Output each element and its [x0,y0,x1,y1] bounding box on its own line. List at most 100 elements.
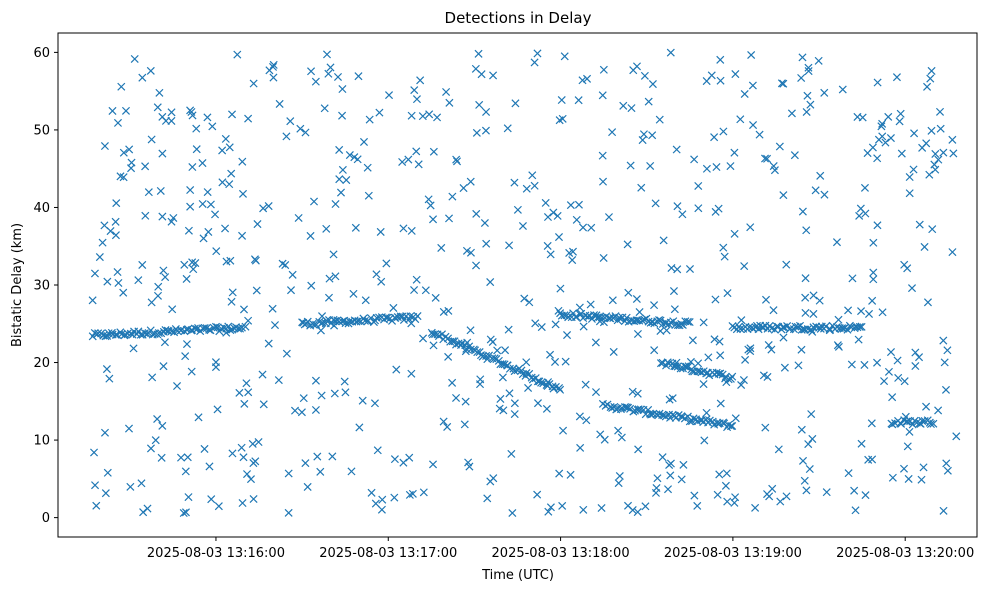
data-point [855,322,864,331]
data-point [125,145,134,154]
data-point [653,474,662,483]
data-point [798,207,807,216]
data-point [638,316,647,325]
data-point [112,199,121,208]
data-point [286,286,296,295]
data-point [335,317,344,326]
data-point [633,329,642,339]
data-point [854,335,863,344]
data-point [318,312,327,321]
data-point [763,154,772,163]
data-point [429,147,438,156]
data-point [127,164,136,173]
data-point [520,294,529,303]
data-point [820,88,829,97]
data-point [543,241,552,250]
data-point [936,124,945,133]
data-point [108,106,117,115]
data-point [711,207,720,216]
data-point [804,67,813,76]
data-point [904,474,913,483]
data-point [557,96,566,105]
data-point [445,98,454,107]
data-point [763,372,772,381]
data-point [259,400,268,409]
data-point [94,329,103,338]
data-point [713,490,722,499]
data-point [608,296,617,305]
data-point [572,312,581,321]
data-point [814,56,823,65]
data-point [544,507,553,516]
data-point [371,499,380,508]
data-point [648,80,657,89]
data-point [925,170,934,179]
data-point [141,211,150,220]
data-point [619,101,628,110]
data-point [147,135,156,144]
data-point [252,286,261,295]
data-point [690,155,699,164]
data-point [886,348,896,357]
data-point [119,148,128,157]
data-point [715,337,724,346]
data-point [246,475,256,484]
data-point [710,335,719,344]
data-point [329,250,338,259]
data-point [253,220,262,229]
data-point [510,367,519,376]
data-point [198,199,207,209]
data-point [508,508,517,518]
data-point [894,373,903,382]
data-point [591,388,601,397]
data-point [868,143,877,152]
data-point [939,148,948,157]
data-point [917,475,926,484]
data-point [867,419,876,428]
data-point [597,503,606,513]
data-point [634,445,643,454]
data-point [644,97,653,106]
data-point [239,305,249,314]
data-point [579,505,588,514]
data-point [910,129,919,138]
data-point [900,377,909,386]
data-point [888,473,897,482]
data-point [800,476,809,485]
data-point [192,124,201,133]
data-point [899,464,909,473]
data-point [857,307,866,316]
y-axis-title: Bistatic Delay (km) [10,223,25,347]
data-point [426,201,435,210]
data-point [599,65,608,74]
data-point [130,54,139,63]
data-point [915,220,924,229]
data-point [212,247,221,256]
data-point [676,364,685,373]
data-point [146,444,155,453]
data-point [641,502,650,511]
data-point [731,414,740,423]
data-point [392,365,401,374]
data-point [91,481,100,490]
data-point [579,322,588,331]
data-point [731,70,740,79]
data-point [111,217,120,226]
data-point [482,107,491,117]
data-point [158,112,167,121]
x-tick-label: 2025-08-03 13:19:00 [664,546,802,561]
data-point [522,358,531,367]
data-point [206,200,215,209]
data-point [342,176,351,185]
data-point [95,253,104,262]
data-point [901,412,910,421]
data-point [158,212,167,221]
data-point [903,442,912,451]
data-point [582,416,591,425]
data-point [307,67,316,76]
data-point [832,238,841,247]
data-point [248,439,257,448]
data-point [207,495,216,504]
data-point [700,436,709,445]
data-point [227,297,236,306]
